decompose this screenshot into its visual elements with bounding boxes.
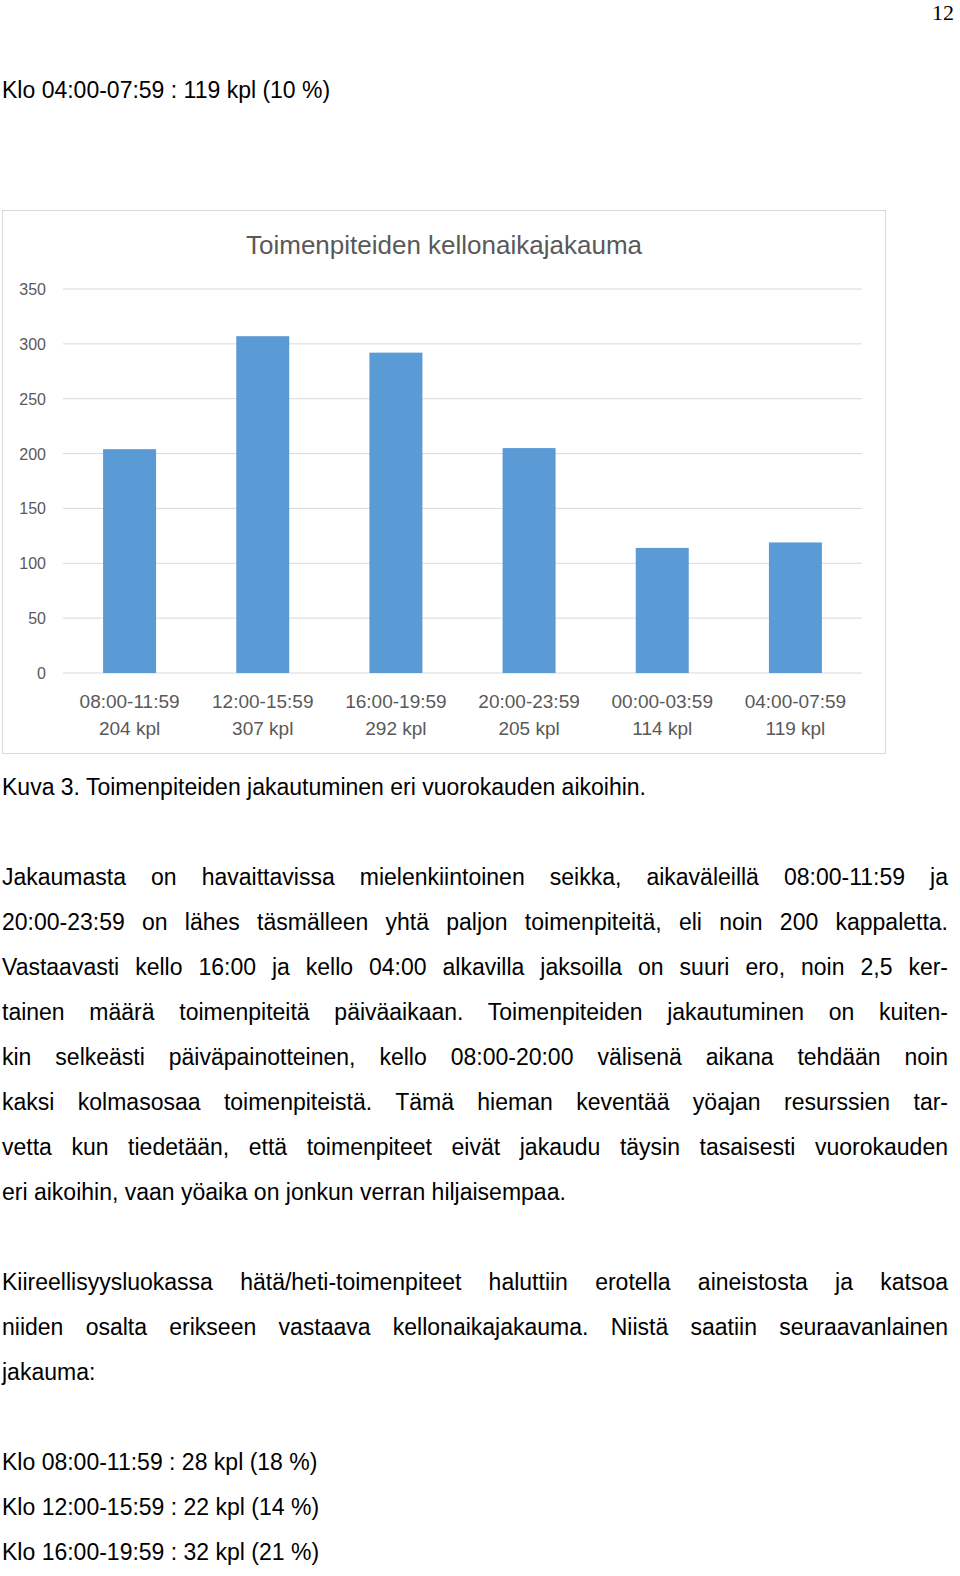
y-tick-label: 300 [19,336,46,353]
paragraph-line: jakauma: [2,1358,948,1386]
y-tick-label: 250 [19,391,46,408]
bar [236,336,289,673]
list-item: Klo 16:00-19:59 : 32 kpl (21 %) [2,1538,948,1566]
chart-frame: Toimenpiteiden kellonaikajakauma 0 50 100 15… [2,210,886,754]
y-tick-label: 150 [19,500,46,517]
bar [769,542,822,673]
x-tick-label: 20:00-23:59205 kpl [478,691,579,739]
list-item: Klo 12:00-15:59 : 22 kpl (14 %) [2,1493,948,1521]
x-tick-label: 12:00-15:59307 kpl [212,691,313,739]
paragraph-line: tainen määrä toimenpiteitä päiväaikaan. … [2,998,948,1026]
x-tick-label: 16:00-19:59292 kpl [345,691,446,739]
bars [103,336,822,673]
paragraph-line: niiden osalta erikseen vastaava kellonai… [2,1313,948,1341]
page-number: 12 [932,0,954,26]
bar [103,449,156,673]
paragraph-line: eri aikoihin, vaan yöaika on jonkun verr… [2,1178,948,1206]
y-tick-label: 350 [19,281,46,298]
paragraph-line: vetta kun tiedetään, että toimenpiteet e… [2,1133,948,1161]
grid-line [63,398,862,399]
paragraph-line: kin selkeästi päiväpainotteinen, kello 0… [2,1043,948,1071]
y-tick-label: 100 [19,555,46,572]
x-tick-label: 04:00-07:59119 kpl [745,691,846,739]
grid-line [63,673,862,674]
figure-caption: Kuva 3. Toimenpiteiden jakautuminen eri … [2,773,948,801]
grid-line [63,563,862,564]
grid-line [63,289,862,290]
bar [636,548,689,673]
paragraph-line: kaksi kolmasosaa toimenpiteistä. Tämä hi… [2,1088,948,1116]
y-tick-label: 200 [19,446,46,463]
paragraph-line: Kiireellisyysluokassa hätä/heti-toimenpi… [2,1268,948,1296]
y-tick-label: 50 [28,610,46,627]
grid-line [63,618,862,619]
chart: Toimenpiteiden kellonaikajakauma 0 50 100 15… [2,210,886,754]
list-item: Klo 08:00-11:59 : 28 kpl (18 %) [2,1448,948,1476]
grid-line [63,453,862,454]
x-tick-label: 08:00-11:59204 kpl [80,691,180,739]
grid-line [63,508,862,509]
grid-line [63,343,862,344]
paragraph-line: Vastaavasti kello 16:00 ja kello 04:00 a… [2,953,948,981]
paragraph-line: Jakaumasta on havaittavissa mielenkiinto… [2,863,948,891]
paragraph-line: 20:00-23:59 on lähes täsmälleen yhtä pal… [2,908,948,936]
intro-line: Klo 04:00-07:59 : 119 kpl (10 %) [2,76,948,104]
chart-title: Toimenpiteiden kellonaikajakauma [246,230,643,260]
x-tick-label: 00:00-03:59114 kpl [612,691,713,739]
bar [503,448,556,673]
y-tick-label: 0 [37,665,46,682]
bar [369,353,422,673]
